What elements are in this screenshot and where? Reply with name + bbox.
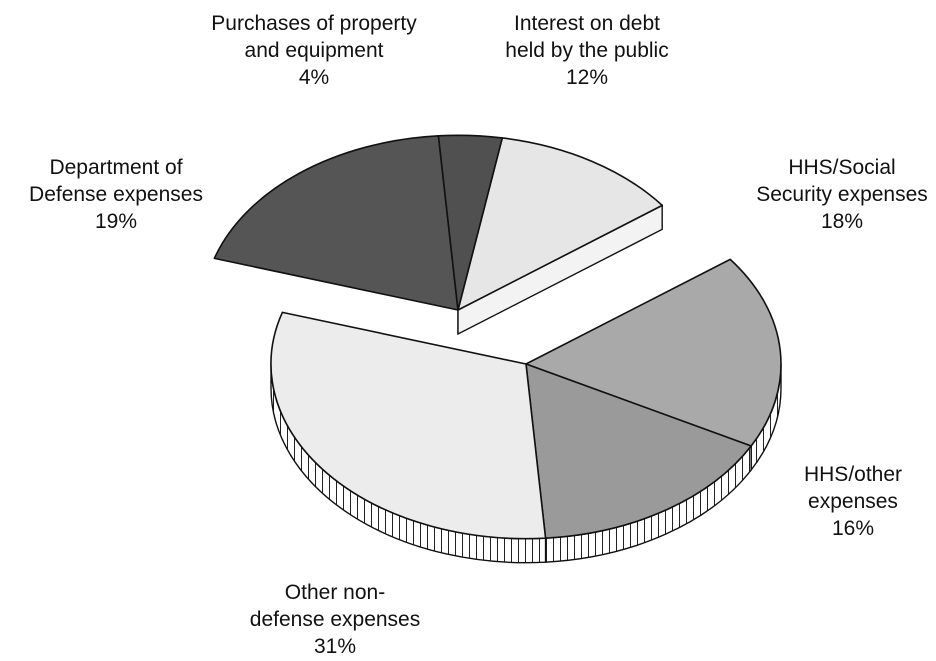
pie-slice-4 [213, 135, 459, 311]
slice-value-defense: 19% [94, 210, 138, 233]
pie-slice-1 [525, 258, 782, 447]
slice-label-purchases-line2: and equipment [244, 39, 384, 62]
pie-slice-3 [270, 311, 547, 540]
slice-label-hhs-other-line2: expenses [808, 490, 898, 513]
pie-slice-0 [457, 137, 663, 311]
slice-label-hhs-social-security-line2: Security expenses [756, 183, 928, 206]
slice-value-hhs-social-security: 18% [820, 210, 864, 233]
slice-value-interest: 12% [565, 66, 609, 89]
slice-value-other-nondefense: 31% [313, 635, 357, 658]
slice-label-hhs-social-security: HHS/Social Security expenses 18% [756, 154, 928, 235]
slice-label-hhs-other-line1: HHS/other [803, 463, 903, 486]
pie-slice-2 [525, 363, 752, 539]
slice-label-purchases: Purchases of property and equipment 4% [211, 10, 416, 91]
slice-label-interest: Interest on debt held by the public 12% [505, 10, 668, 91]
slice-value-hhs-other: 16% [831, 517, 875, 540]
slice-label-interest-line1: Interest on debt [514, 12, 660, 35]
slice-label-hhs-other: HHS/other expenses 16% [804, 461, 902, 542]
slice-label-interest-line2: held by the public [505, 39, 669, 62]
pie-slice-5 [437, 134, 504, 311]
slice-value-purchases: 4% [298, 66, 330, 89]
pie-top-faces [213, 134, 782, 540]
slice-label-other-nondefense-line2: defense expenses [249, 608, 421, 631]
slice-label-other-nondefense-line1: Other non- [284, 581, 386, 604]
slice-label-purchases-line1: Purchases of property [211, 12, 417, 35]
slice-label-defense-line1: Department of [49, 156, 183, 179]
slice-label-defense: Department of Defense expenses 19% [29, 154, 203, 235]
slice-label-other-nondefense: Other non- defense expenses 31% [250, 579, 420, 660]
slice-label-hhs-social-security-line1: HHS/Social [788, 156, 896, 179]
slice-label-defense-line2: Defense expenses [29, 183, 203, 206]
